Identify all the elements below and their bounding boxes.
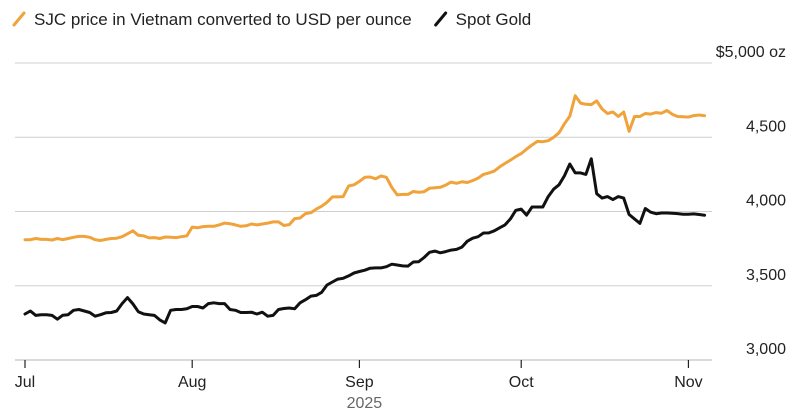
legend-swatch <box>12 11 26 27</box>
y-tick-label: 3,500 <box>746 267 786 284</box>
x-axis: Jul Aug Sep Oct Nov 2025 <box>15 360 703 412</box>
sjc-price-line <box>23 94 707 242</box>
y-tick-label: 4,500 <box>746 118 786 135</box>
x-tick-label: Aug <box>178 374 206 391</box>
legend-item: Spot Gold <box>434 10 532 29</box>
legend-swatch <box>434 11 448 27</box>
legend-item: SJC price in Vietnam converted to USD pe… <box>12 10 412 29</box>
y-axis-labels: $5,000 oz 4,500 4,000 3,500 3,000 <box>716 44 786 358</box>
x-tick-label: Nov <box>674 374 702 391</box>
gridlines <box>15 62 712 361</box>
series-lines <box>23 94 707 325</box>
spot-gold-line <box>23 157 707 325</box>
legend-label: SJC price in Vietnam converted to USD pe… <box>34 10 412 29</box>
y-tick-label: 3,000 <box>746 341 786 358</box>
y-tick-label: 4,000 <box>746 193 786 210</box>
x-tick-label: Oct <box>509 374 534 391</box>
y-tick-label: $5,000 oz <box>716 44 786 61</box>
legend: SJC price in Vietnam converted to USD pe… <box>12 10 532 29</box>
x-axis-year-label: 2025 <box>347 395 383 412</box>
x-tick-label: Jul <box>15 374 35 391</box>
legend-label: Spot Gold <box>456 10 532 29</box>
x-tick-label: Sep <box>345 374 374 391</box>
